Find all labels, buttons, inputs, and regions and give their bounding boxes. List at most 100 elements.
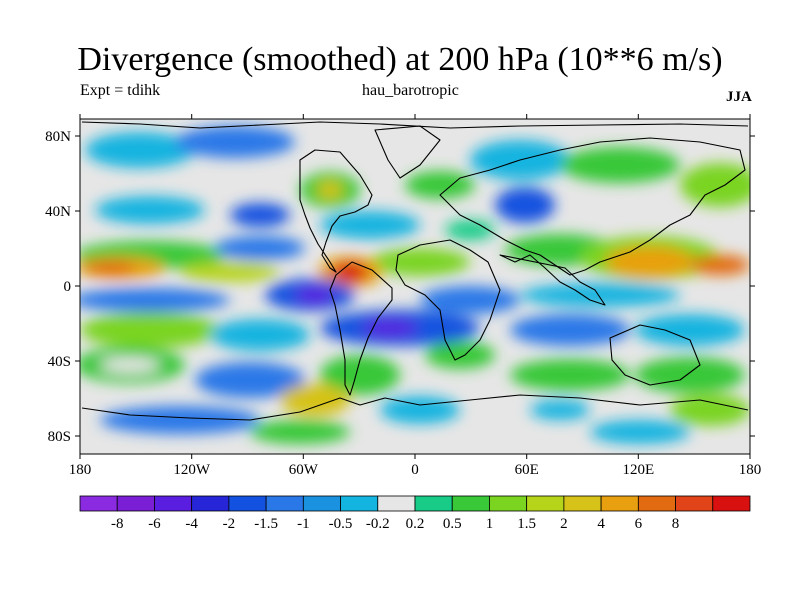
field-patch (85, 132, 195, 168)
season-label: JJA (726, 89, 752, 105)
field-patch (280, 384, 350, 416)
colorbar-labels: -8 -6 -4 -2 -1.5 -1 -0.5 -0.2 0.2 0.5 1 1.5 2 4 6 8 (111, 516, 679, 532)
lat-tick-label: 80N (45, 129, 71, 145)
colorbar-swatch (712, 495, 751, 512)
field-patch (680, 163, 750, 207)
field-patch (370, 248, 470, 276)
field-patch (80, 312, 220, 348)
colorbar-label: -1 (297, 516, 310, 532)
field-patch (250, 420, 350, 444)
field-patch (316, 181, 344, 199)
lon-tick-label: 120E (622, 462, 654, 478)
run-name-label: hau_barotropic (362, 82, 459, 99)
colorbar-swatch (414, 495, 453, 512)
colorbar-label: -0.2 (366, 516, 390, 532)
lon-tick-label: 60E (515, 462, 539, 478)
field-patch (405, 171, 475, 199)
field-patch (605, 246, 695, 278)
colorbar-swatch (377, 495, 416, 512)
lat-tick-label: 40S (48, 354, 71, 370)
colorbar-label: 0.2 (406, 516, 425, 532)
colorbar-swatch (340, 495, 379, 512)
lon-tick-label: 180 (69, 462, 92, 478)
colorbar-label: -1.5 (254, 516, 278, 532)
field-patch (95, 196, 205, 224)
colorbar (79, 495, 751, 512)
colorbar-swatch (228, 495, 267, 512)
field-patch (635, 357, 745, 393)
coastline-antarctica (81, 394, 749, 421)
lat-ticks (75, 135, 755, 437)
colorbar-label: -4 (185, 516, 198, 532)
colorbar-swatch (526, 495, 565, 512)
field-patch (210, 319, 310, 351)
field-patch (690, 255, 750, 275)
coastline-south-asia (499, 254, 606, 306)
colorbar-label: 4 (597, 516, 605, 532)
field-patch (635, 314, 745, 346)
colorbar-swatch (154, 495, 193, 512)
coastlines (81, 121, 749, 421)
field-patch (590, 420, 690, 444)
field-patch (362, 320, 418, 336)
colorbar-swatch (302, 495, 341, 512)
lon-ticks (79, 114, 751, 459)
field-patch (380, 396, 460, 424)
field-patch (420, 286, 520, 314)
colorbar-swatch (675, 495, 714, 512)
field-patch (320, 211, 420, 239)
colorbar-swatch (265, 495, 304, 512)
colorbar-label: 1 (486, 516, 494, 532)
colorbar-label: -6 (148, 516, 161, 532)
colorbar-swatch (600, 495, 639, 512)
colorbar-label: 8 (672, 516, 680, 532)
lat-tick-label: 80S (48, 429, 71, 445)
coastline-north-america (299, 149, 373, 273)
colorbar-swatch (191, 495, 230, 512)
field-patch (100, 357, 160, 373)
lat-tick-labels: 80N 40N 0 40S 80S (45, 129, 71, 445)
field-patch (175, 126, 295, 158)
colorbar-label: -0.5 (329, 516, 353, 532)
lon-tick-label: 180 (739, 462, 762, 478)
field-patch (445, 220, 495, 240)
field-patch (560, 147, 680, 183)
lon-tick-label: 0 (411, 462, 419, 478)
colorbar-label: 0.5 (443, 516, 462, 532)
divergence-field (80, 119, 750, 454)
lat-tick-label: 0 (64, 279, 72, 295)
field-patch (85, 261, 135, 275)
field-patch (215, 236, 305, 260)
colorbar-swatch (79, 495, 118, 512)
colorbar-label: -2 (223, 516, 236, 532)
field-patch (530, 400, 590, 420)
colorbar-swatch (116, 495, 155, 512)
lon-tick-label: 120W (173, 462, 211, 478)
field-patch (510, 359, 630, 391)
colorbar-label: 6 (635, 516, 643, 532)
colorbar-swatch (563, 495, 602, 512)
field-patch (180, 262, 280, 282)
field-patch (100, 406, 260, 434)
coastline-eurasia (439, 137, 746, 276)
coastline-africa (395, 239, 501, 361)
colorbar-label: 1.5 (517, 516, 536, 532)
field-patch (510, 314, 630, 346)
colorbar-label: 2 (560, 516, 568, 532)
lon-tick-labels: 180 120W 60W 0 60E 120E 180 (69, 462, 762, 478)
colorbar-swatch (489, 495, 528, 512)
field-patch (425, 341, 495, 369)
coastline-australia (609, 324, 701, 386)
lat-tick-label: 40N (45, 204, 71, 220)
field-patch (520, 283, 680, 307)
lon-tick-label: 60W (289, 462, 319, 478)
field-patch (670, 394, 750, 426)
field-patch (320, 355, 400, 395)
field-patch (80, 288, 230, 312)
plot-title: Divergence (smoothed) at 200 hPa (10**6 … (77, 41, 723, 78)
coastline-south-america (329, 261, 393, 396)
colorbar-swatch (451, 495, 490, 512)
field-patch (195, 362, 305, 398)
field-patch (230, 203, 290, 227)
